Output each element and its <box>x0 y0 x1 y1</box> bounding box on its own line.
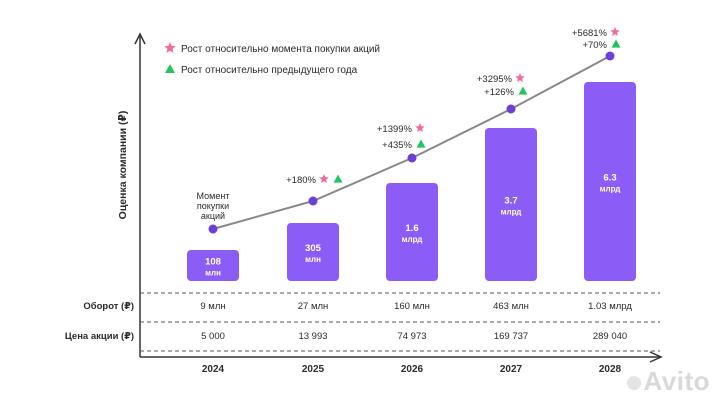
triangle-icon <box>416 139 426 148</box>
bar-value: 6.3 <box>603 173 616 184</box>
start-annotation-line: Момент <box>197 191 230 201</box>
legend-item-since-purchase: Рост относительно момента покупки акций <box>181 44 380 55</box>
x-axis-labels: 2024 2025 2026 2027 2028 <box>202 364 622 375</box>
growth-since-purchase-2025: +180% <box>286 175 316 186</box>
bar-2028 <box>584 82 636 281</box>
x-axis-arrow-icon <box>649 351 663 363</box>
avito-logo-icon <box>627 376 642 390</box>
watermark-text: Avito <box>643 366 710 396</box>
table-cell: 74 973 <box>397 331 426 342</box>
table-row-label: Цена акции (₽) <box>65 331 134 342</box>
star-icon <box>610 27 620 37</box>
growth-yoy-2028: +70% <box>582 40 607 51</box>
metrics-table: Оборот (₽) 9 млн 27 млн 160 млн 463 млн 1.03 … <box>65 292 660 352</box>
bar-value: 305 <box>305 243 322 254</box>
point-2028 <box>605 51 615 61</box>
bar-unit: млрд <box>402 235 423 244</box>
table-cell: 5 000 <box>201 331 225 342</box>
bar-unit: млрд <box>501 208 522 217</box>
triangle-icon <box>518 86 528 95</box>
growth-since-purchase-2028: +5681% <box>572 28 608 39</box>
star-icon <box>319 174 329 184</box>
bar-2025 <box>287 223 339 281</box>
start-annotation-line: акций <box>201 211 225 221</box>
y-axis-arrow-icon <box>134 32 146 45</box>
bar-2027 <box>485 128 537 281</box>
y-axis-label-group: Оценка компании (₽) <box>117 111 129 220</box>
growth-since-purchase-2026: +1399% <box>377 124 413 135</box>
x-tick-2027: 2027 <box>500 364 523 375</box>
table-row-label: Оборот (₽) <box>83 301 134 312</box>
x-tick-2026: 2026 <box>401 364 424 375</box>
legend-star-icon <box>164 42 176 53</box>
bar-unit: млн <box>205 269 221 278</box>
star-icon <box>415 123 425 133</box>
table-cell: 13 993 <box>298 331 327 342</box>
table-row: Оборот (₽) 9 млн 27 млн 160 млн 463 млн 1.03 … <box>83 301 632 312</box>
table-cell: 463 млн <box>493 301 529 312</box>
point-2024 <box>208 224 218 234</box>
growth-since-purchase-2027: +3295% <box>477 74 513 85</box>
start-annotation-line: покупки <box>197 201 229 211</box>
growth-yoy-2027: +126% <box>484 87 514 98</box>
legend-item-yoy: Рост относительно предыдущего года <box>181 65 358 76</box>
growth-yoy-2026: +435% <box>382 140 412 151</box>
bar-2026 <box>386 183 438 281</box>
y-axis-label: Оценка компании (₽) <box>117 111 129 220</box>
table-cell: 1.03 млрд <box>588 301 632 312</box>
avito-watermark: Avito <box>627 366 710 397</box>
bar-value: 3.7 <box>504 196 517 207</box>
valuation-line-group <box>208 51 615 234</box>
star-icon <box>515 73 525 83</box>
legend-triangle-icon <box>165 64 175 73</box>
bar-unit: млрд <box>600 185 621 194</box>
table-row: Цена акции (₽) 5 000 13 993 74 973 169 737 28… <box>65 331 627 342</box>
point-2025 <box>308 196 318 206</box>
legend: Рост относительно момента покупки акций Р… <box>164 42 380 76</box>
table-cell: 9 млн <box>200 301 225 312</box>
x-tick-2024: 2024 <box>202 364 225 375</box>
bar-value: 1.6 <box>405 223 418 234</box>
bar-unit: млн <box>305 255 321 264</box>
table-cell: 169 737 <box>494 331 528 342</box>
point-2026 <box>407 153 417 163</box>
point-2027 <box>506 104 516 114</box>
bar-2024 <box>187 250 239 281</box>
bar-value: 108 <box>205 257 221 268</box>
table-cell: 160 млн <box>394 301 430 312</box>
chart-axes <box>134 32 663 363</box>
table-cell: 289 040 <box>593 331 627 342</box>
x-tick-2025: 2025 <box>302 364 325 375</box>
triangle-icon <box>611 39 621 48</box>
x-tick-2028: 2028 <box>599 364 622 375</box>
triangle-icon <box>333 174 343 183</box>
table-cell: 27 млн <box>298 301 329 312</box>
